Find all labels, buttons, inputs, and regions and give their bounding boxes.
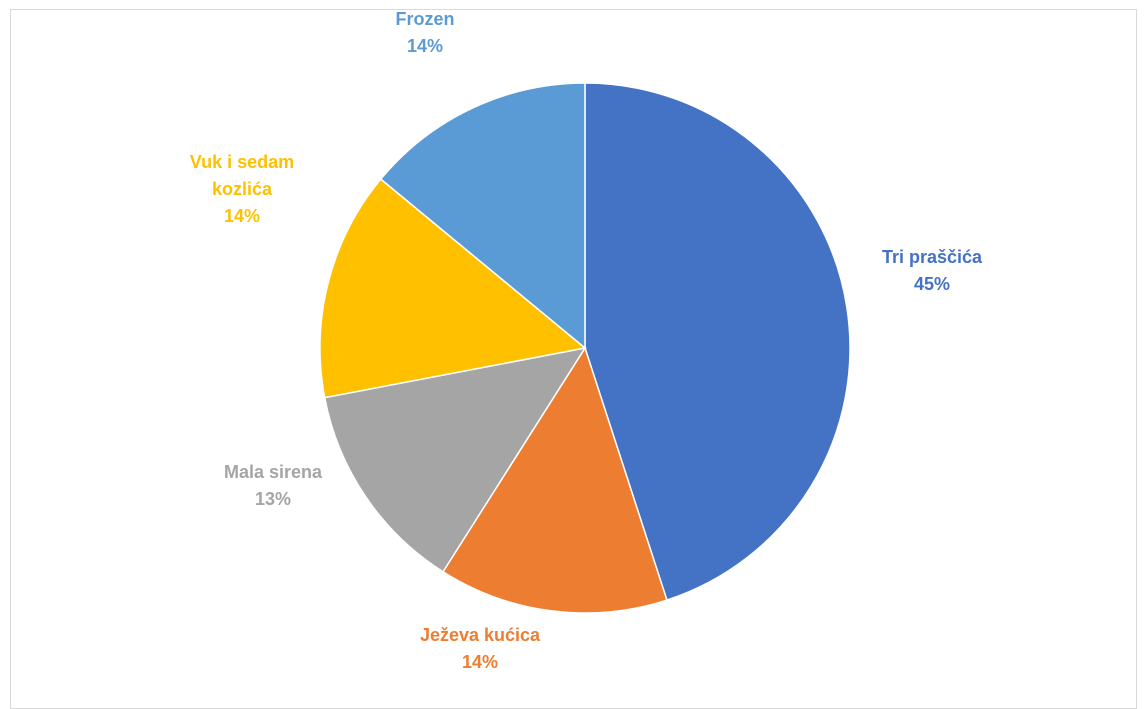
data-label-0: Tri praščića 45%	[882, 247, 983, 294]
data-label-1: Ježeva kućica 14%	[420, 625, 541, 672]
pie-slice-2	[323, 346, 587, 573]
pie-slice-4	[379, 82, 586, 350]
pie-chart: Tri praščića 45% Ježeva kućica 14% Mala sire…	[190, 9, 983, 672]
pie-slice-0	[584, 82, 851, 601]
pie-data-labels: Tri praščića 45% Ježeva kućica 14% Mala sire…	[190, 9, 983, 672]
pie-slice-3	[319, 178, 587, 399]
pie-slice-1	[441, 346, 668, 614]
data-label-2: Mala sirena 13%	[224, 462, 323, 509]
data-label-4: Frozen 14%	[395, 9, 454, 56]
data-label-3: Vuk i sedam kozlića 14%	[190, 152, 294, 226]
pie-slices	[319, 82, 851, 614]
